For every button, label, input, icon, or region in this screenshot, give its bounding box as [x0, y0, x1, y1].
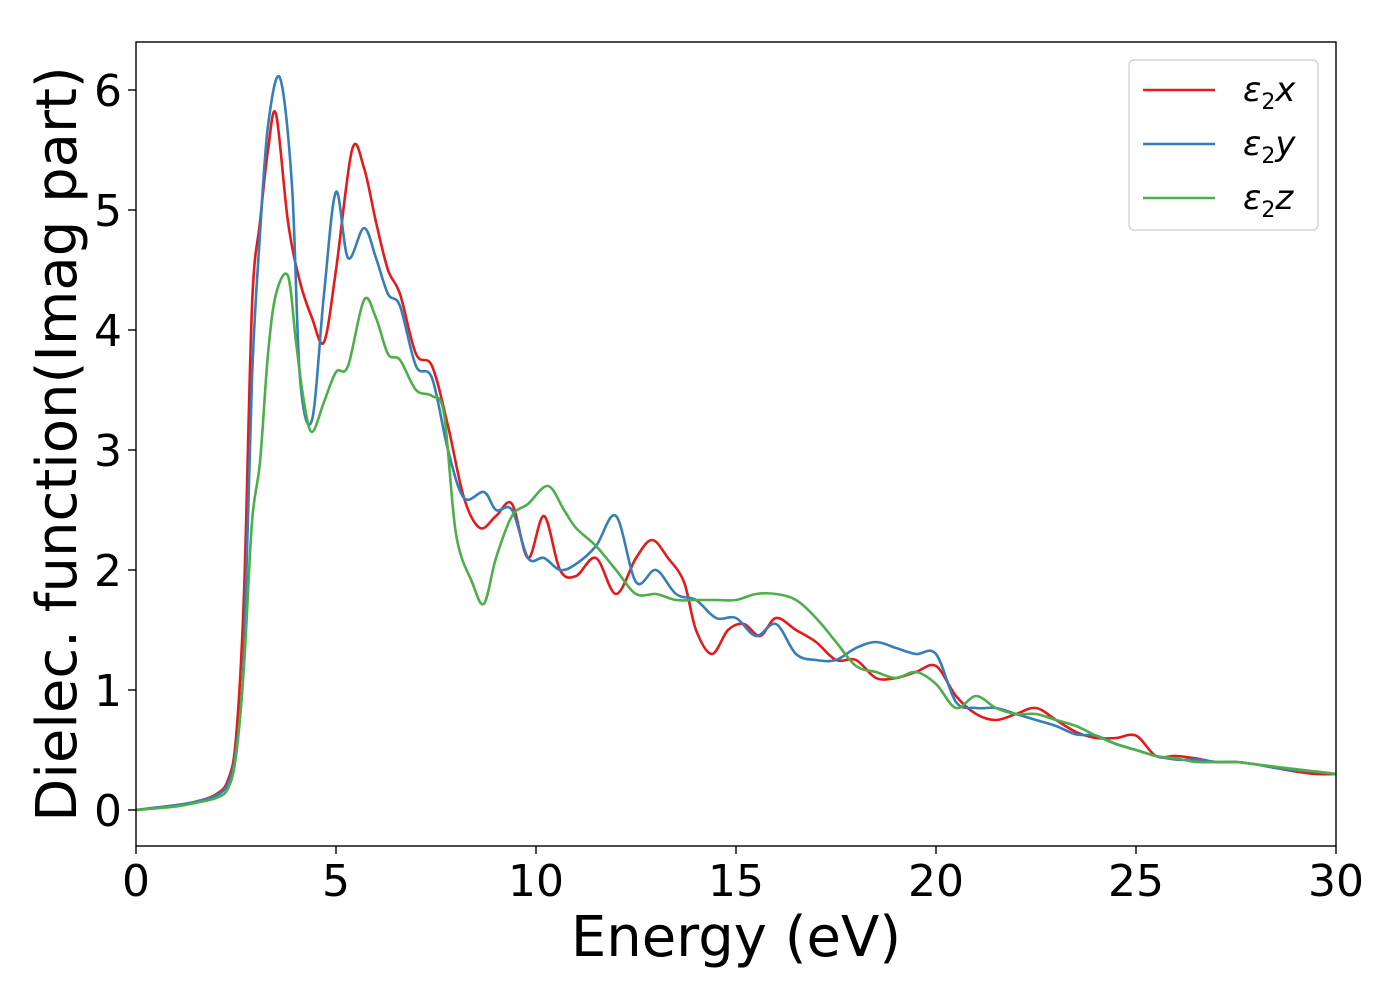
y-axis-title: Dielec. function(Imag part): [25, 66, 90, 822]
legend-symbol: ε: [1243, 70, 1261, 110]
legend-subscript: 2: [1261, 198, 1275, 223]
x-tick-label: 20: [908, 856, 964, 907]
legend-subscript: 2: [1261, 90, 1275, 115]
legend-symbol: ε: [1243, 124, 1261, 164]
y-tick-label: 1: [94, 666, 122, 717]
y-tick-label: 4: [94, 306, 122, 357]
legend-subscript: 2: [1261, 144, 1275, 169]
y-tick-label: 2: [94, 546, 122, 597]
x-axis-title: Energy (eV): [571, 905, 901, 970]
series-line-z: [136, 272, 1336, 812]
legend-symbol: ε: [1243, 178, 1261, 218]
y-axis: 0 1 2 3 4 5 6: [94, 66, 136, 837]
x-tick-label: 0: [122, 856, 150, 907]
legend-component: y: [1274, 124, 1296, 164]
x-tick-label: 10: [508, 856, 564, 907]
x-tick-label: 5: [322, 856, 350, 907]
y-tick-label: 6: [94, 66, 122, 117]
x-tick-label: 30: [1308, 856, 1364, 907]
y-tick-label: 5: [94, 186, 122, 237]
legend-label-z: ε2z: [1243, 178, 1294, 223]
x-tick-label: 15: [708, 856, 764, 907]
x-tick-label: 25: [1108, 856, 1164, 907]
series-line-x: [136, 110, 1336, 812]
x-axis: 0 5 10 15 20 25 30: [122, 846, 1364, 907]
legend-component: z: [1274, 178, 1294, 218]
y-tick-label: 0: [94, 786, 122, 837]
legend-label-x: ε2x: [1243, 70, 1296, 115]
legend-label-y: ε2y: [1243, 124, 1296, 169]
legend-frame: [1128, 59, 1319, 231]
legend-component: x: [1274, 70, 1296, 110]
series-layer: [136, 74, 1336, 812]
y-tick-label: 3: [94, 426, 122, 477]
